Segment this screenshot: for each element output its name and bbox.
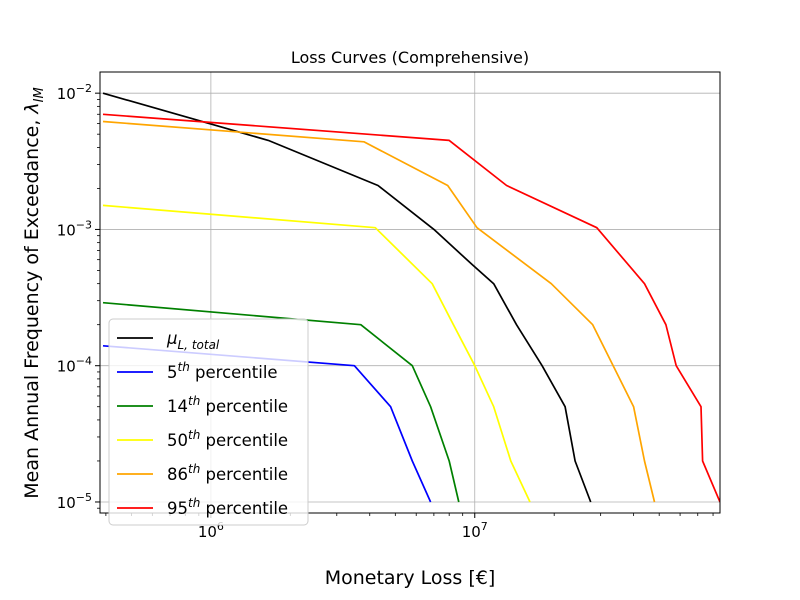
legend-label-2: 14th percentile [167,394,288,416]
x-tick-label: 107 [462,520,488,541]
legend-label-4: 86th percentile [167,462,288,484]
plot-frame [99,71,721,514]
series-line-5 [102,113,720,503]
y-tick-label: 10−3 [57,218,92,239]
y-tick-label: 10−2 [57,82,92,103]
series-line-3 [102,204,531,503]
chart-title: Loss Curves (Comprehensive) [291,48,529,67]
y-tick-label: 10−4 [57,355,92,376]
series-line-4 [102,120,656,503]
y-axis-label-main: Mean Annual Frequency of Exceedance, [21,114,43,499]
y-tick-label: 10−5 [57,491,92,512]
legend-box [108,318,309,526]
legend-label-0: μL, total [166,329,220,352]
legend: μL, total 5th percentile 14th percentile 50… [108,318,309,526]
x-axis-label: Monetary Loss [€] [325,567,496,589]
x-tick-label: 106 [198,520,224,541]
series-line-2 [102,301,460,503]
grid-lines [100,72,720,513]
y-axis-label-symbol: λ [21,102,43,114]
series-line-0 [102,92,592,503]
axis-ticks: 106 107 10−2 10−3 10−4 10−5 [57,82,714,541]
y-axis-label-subscript: IM [32,87,47,102]
legend-label-1: 5th percentile [167,360,278,382]
legend-label-5: 95th percentile [167,496,288,518]
y-axis-label: Mean Annual Frequency of Exceedance, λIM [21,87,47,498]
legend-label-3: 50th percentile [167,428,288,450]
